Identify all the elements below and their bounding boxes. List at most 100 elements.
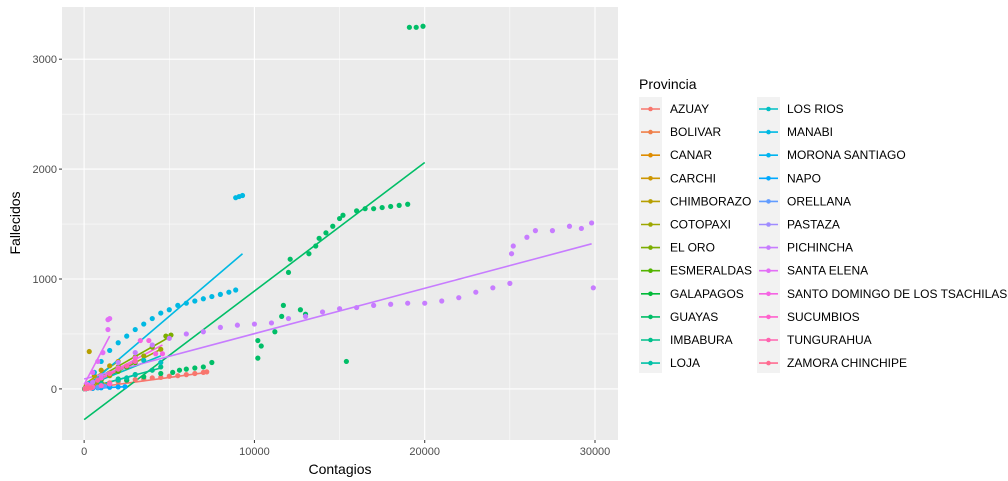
point-loja — [115, 377, 121, 383]
point-guayas — [379, 204, 385, 211]
legend-label-zamora-chinchipe: ZAMORA CHINCHIPE — [787, 356, 907, 370]
legend-key-point-cotopaxi — [648, 222, 653, 227]
point-manabi — [239, 192, 246, 199]
point-guayas — [209, 359, 215, 366]
legend-key-point-pastaza — [766, 222, 771, 227]
point-pichincha — [422, 300, 428, 306]
legend-label-canar: CANAR — [670, 148, 712, 162]
legend-label-carchi: CARCHI — [670, 171, 716, 185]
point-guayas — [285, 269, 292, 276]
point-pichincha — [590, 285, 596, 291]
legend-label-los-rios: LOS RIOS — [787, 102, 844, 116]
point-pichincha — [90, 379, 96, 385]
point-manabi — [124, 333, 130, 339]
y-tick-label: 1000 — [33, 274, 57, 286]
point-guayas — [255, 337, 261, 344]
point-guayas — [258, 343, 264, 349]
legend-label-cotopaxi: COTOPAXI — [670, 218, 731, 232]
point-pichincha — [354, 304, 360, 311]
point-pichincha — [268, 320, 275, 326]
point-pichincha — [132, 350, 138, 356]
y-axis-title: Fallecidos — [7, 191, 23, 254]
point-guayas — [336, 215, 343, 222]
point-manabi — [158, 310, 164, 316]
x-axis-title: Contagios — [308, 461, 371, 477]
point-manabi — [107, 347, 113, 354]
legend-label-pastaza: PASTAZA — [787, 218, 840, 232]
legend-label-esmeraldas: ESMERALDAS — [670, 264, 752, 278]
point-guayas — [413, 24, 419, 30]
legend-key-point-el-oro — [648, 245, 653, 250]
point-tungurahua — [115, 366, 121, 372]
legend-label-santa-elena: SANTA ELENA — [787, 264, 868, 278]
point-guayas — [362, 206, 368, 212]
point-pichincha — [285, 315, 292, 322]
point-pichincha — [578, 225, 584, 232]
point-guayas — [330, 223, 336, 229]
legend-key-point-galapagos — [648, 291, 653, 297]
point-pichincha — [217, 324, 223, 330]
point-santa-elena — [107, 315, 113, 322]
legend-label-manabi: MANABI — [787, 125, 833, 139]
legend-key-point-napo — [766, 176, 771, 181]
point-tungurahua — [95, 377, 101, 383]
point-pichincha — [507, 280, 513, 286]
data-points — [81, 23, 596, 392]
point-tungurahua — [107, 370, 113, 377]
point-pichincha — [319, 309, 326, 315]
y-tick-label: 2000 — [33, 164, 57, 176]
legend-key-point-santa-elena — [766, 268, 771, 274]
legend-key-point-bolivar — [648, 129, 653, 135]
point-pichincha — [166, 335, 172, 341]
x-tick-label: 20000 — [409, 446, 440, 458]
point-pichincha — [456, 295, 462, 301]
axes: 0 10000 20000 30000 0 1000 2000 3000 — [33, 54, 611, 458]
point-azuay — [149, 375, 155, 381]
point-los-rios — [158, 359, 164, 366]
point-sucumbios — [98, 383, 104, 389]
point-guayas — [388, 203, 394, 210]
point-azuay — [158, 374, 164, 380]
point-cotopaxi — [158, 346, 164, 352]
point-guayas — [396, 202, 402, 208]
point-guayas — [297, 307, 304, 313]
point-santo-domingo-de-los-tsachilas — [159, 351, 166, 357]
point-manabi — [200, 296, 206, 302]
point-pichincha — [183, 331, 189, 337]
point-manabi — [115, 340, 121, 346]
point-manabi — [217, 291, 223, 297]
point-pichincha — [200, 329, 206, 335]
point-pichincha — [490, 285, 496, 291]
point-manabi — [141, 321, 147, 327]
point-azuay — [175, 373, 181, 379]
legend-key-point-zamora-chinchipe — [766, 360, 771, 366]
point-guayas — [200, 364, 206, 370]
legend-key-point-orellana — [766, 199, 771, 204]
legend-key-background — [639, 97, 662, 373]
point-guayas — [316, 235, 322, 241]
point-guayas — [371, 206, 377, 212]
legend-label-bolivar: BOLIVAR — [670, 125, 721, 139]
legend-label-loja: LOJA — [670, 356, 700, 370]
point-napo — [115, 384, 121, 390]
point-pichincha — [371, 302, 377, 308]
point-manabi — [175, 302, 181, 308]
point-pichincha — [388, 301, 394, 307]
x-tick-label: 10000 — [239, 446, 270, 458]
point-manabi — [183, 300, 189, 306]
legend-key-point-esmeraldas — [648, 268, 653, 274]
legend-key-point-canar — [648, 152, 653, 158]
legend-label-santo-domingo-de-los-tsachilas: SANTO DOMINGO DE LOS TSACHILAS — [787, 287, 1007, 301]
point-santo-domingo-de-los-tsachilas — [137, 337, 143, 344]
point-pichincha — [234, 322, 240, 328]
legend-label-sucumbios: SUCUMBIOS — [787, 310, 860, 324]
legend-key-point-santo-domingo-de-los-tsachilas — [766, 291, 771, 297]
y-tick-label: 0 — [51, 384, 57, 396]
point-azuay — [192, 370, 198, 377]
point-loja — [132, 372, 138, 378]
gridlines — [62, 7, 618, 440]
point-azuay — [183, 372, 189, 378]
legend-label-galapagos: GALAPAGOS — [670, 287, 744, 301]
legend-label-orellana: ORELLANA — [787, 194, 851, 208]
